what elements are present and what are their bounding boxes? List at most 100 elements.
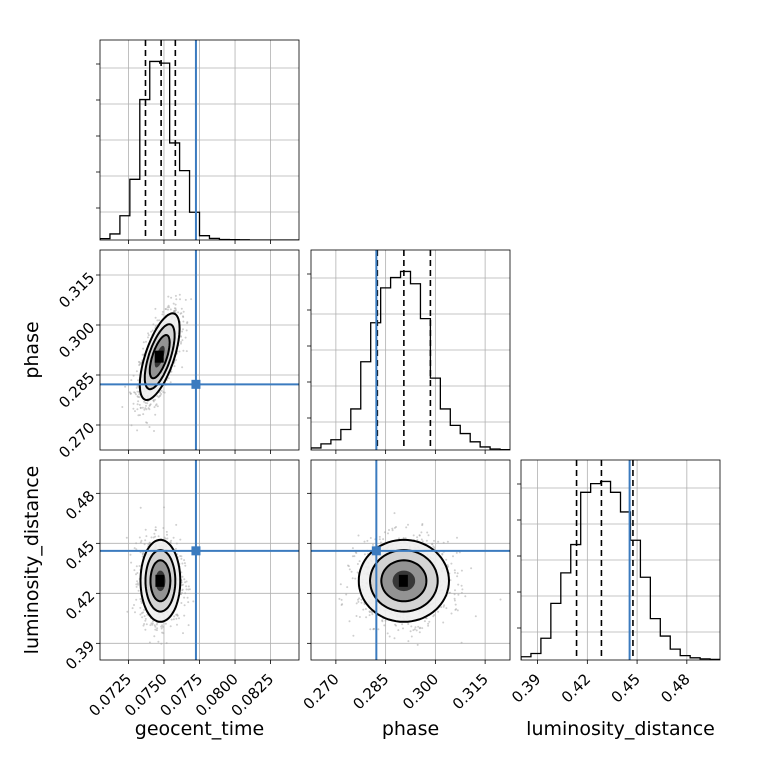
sample-point	[440, 606, 443, 609]
sample-point	[420, 538, 423, 541]
sample-point	[432, 615, 435, 618]
sample-point	[391, 529, 394, 532]
sample-point	[153, 635, 156, 638]
sample-point	[144, 619, 147, 622]
sample-point	[456, 572, 459, 575]
sample-point	[161, 313, 164, 316]
sample-point	[421, 540, 424, 543]
sample-point	[153, 406, 156, 409]
sample-point	[144, 628, 147, 631]
sample-point	[170, 618, 173, 621]
sample-point	[179, 538, 182, 541]
sample-point	[142, 341, 145, 344]
sample-point	[160, 389, 163, 392]
sample-point	[134, 393, 137, 396]
sample-point	[393, 512, 396, 515]
sample-point	[412, 629, 415, 632]
sample-point	[358, 597, 361, 600]
sample-point	[139, 541, 142, 544]
sample-point	[190, 298, 193, 301]
sample-point	[447, 565, 450, 568]
sample-point	[172, 536, 175, 539]
sample-point	[137, 583, 139, 586]
sample-point	[152, 323, 155, 326]
sample-point	[401, 623, 404, 626]
sample-point	[187, 588, 190, 591]
sample-point	[421, 523, 424, 525]
sample-point	[147, 334, 150, 337]
sample-point	[360, 601, 363, 604]
sample-point	[184, 336, 187, 339]
sample-point	[386, 632, 389, 635]
sample-point	[397, 629, 400, 632]
sample-point	[154, 316, 157, 319]
sample-point	[457, 583, 460, 586]
sample-point	[156, 395, 159, 398]
sample-point	[413, 628, 416, 631]
sample-point	[346, 586, 349, 589]
sample-point	[180, 312, 183, 315]
sample-point	[175, 298, 178, 301]
sample-point	[157, 535, 160, 538]
sample-point	[347, 564, 349, 567]
sample-point	[167, 295, 170, 298]
sample-point	[382, 538, 385, 541]
sample-point	[139, 598, 142, 600]
sample-point	[141, 406, 144, 409]
sample-point	[456, 536, 458, 539]
sample-point	[137, 360, 140, 363]
truth-point-geocent_time-luminosity_distance	[191, 546, 201, 556]
sample-point	[155, 529, 157, 532]
sample-point	[340, 604, 343, 606]
sample-point	[183, 596, 186, 599]
sample-point	[461, 588, 464, 591]
sample-point	[418, 627, 421, 630]
sample-point	[442, 621, 445, 624]
sample-point	[154, 625, 157, 628]
sample-point	[137, 400, 140, 403]
sample-point	[372, 543, 374, 546]
sample-point	[433, 546, 436, 549]
sample-point	[159, 391, 161, 394]
sample-point	[145, 535, 148, 538]
sample-point	[186, 322, 189, 325]
contour-geocent_time-luminosity_distance	[149, 559, 172, 603]
contour-phase-luminosity_distance	[380, 559, 428, 603]
sample-point	[124, 385, 127, 388]
sample-point	[165, 530, 168, 533]
y-tick-label-phase: 0.270	[55, 419, 98, 462]
sample-point	[338, 597, 341, 600]
sample-point	[393, 637, 396, 640]
sample-point	[181, 339, 184, 342]
sample-point	[427, 534, 430, 537]
sample-point	[156, 405, 159, 408]
sample-point	[158, 319, 161, 322]
sample-point	[169, 625, 172, 628]
sample-point	[187, 624, 190, 627]
sample-point	[372, 627, 375, 630]
sample-point	[416, 536, 419, 539]
sample-point	[144, 407, 147, 410]
sample-point	[160, 625, 163, 628]
sample-point	[167, 308, 169, 311]
x-tick-label-phase: 0.270	[300, 670, 343, 713]
sample-point	[192, 600, 195, 603]
sample-point	[407, 623, 410, 625]
sample-point	[410, 625, 413, 628]
contour-geocent_time-phase	[148, 333, 171, 380]
sample-point	[431, 542, 434, 545]
sample-point	[176, 613, 179, 616]
sample-point	[136, 408, 139, 411]
sample-point	[129, 392, 132, 395]
sample-point	[180, 557, 183, 560]
sample-point	[358, 616, 361, 618]
sample-point	[160, 642, 163, 645]
sample-point	[154, 413, 157, 416]
sample-point	[425, 539, 428, 542]
sample-point	[133, 391, 136, 394]
sample-point	[162, 527, 165, 529]
sample-point	[460, 569, 463, 572]
sample-point	[154, 325, 157, 327]
sample-point	[407, 523, 409, 526]
sample-point	[423, 620, 426, 623]
